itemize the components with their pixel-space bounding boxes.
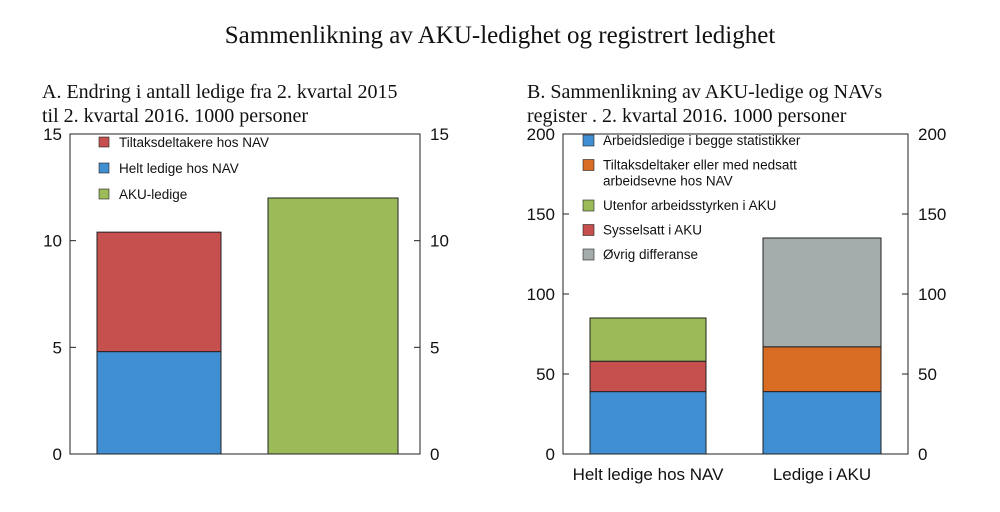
bar-segment [267, 197, 399, 455]
y-tick-label-left: 150 [527, 205, 555, 224]
legend-label: arbeidsevne hos NAV [603, 174, 733, 189]
legend-label: AKU-ledige [119, 187, 187, 202]
legend-swatch [98, 188, 110, 200]
legend-label: Helt ledige hos NAV [119, 161, 239, 176]
bar-segment [96, 351, 222, 455]
panel-a-chart: 0 0 5 5 10 10 15 15 Tiltaksdeltakere hos NAV Helt… [43, 125, 449, 464]
plot-frame [69, 133, 421, 455]
y-tick-label-right: 0 [918, 445, 927, 464]
y-tick-label-right: 50 [918, 365, 937, 384]
y-tick-label-left: 5 [53, 338, 62, 357]
y-tick-label-right: 5 [430, 338, 439, 357]
y-tick-label-right: 0 [430, 445, 439, 464]
panel-a-title: A. Endring i antall ledige fra 2. kvarta… [42, 80, 442, 128]
x-category-label: Ledige i AKU [773, 465, 871, 484]
legend-swatch [582, 199, 595, 212]
y-tick-label-right: 150 [918, 205, 946, 224]
legend-label: Sysselsatt i AKU [603, 223, 702, 238]
bar-segment [762, 391, 882, 455]
bar-segment [589, 360, 707, 393]
main-title: Sammenlikning av AKU-ledighet og registr… [224, 22, 776, 49]
y-tick-label-left: 200 [527, 125, 555, 144]
bar-segment [589, 391, 707, 455]
legend-label: Tiltaksdeltakere hos NAV [119, 135, 269, 150]
y-tick-label-right: 200 [918, 125, 946, 144]
legend-swatch [582, 159, 595, 171]
y-tick-label-right: 100 [918, 285, 946, 304]
legend-swatch [98, 162, 110, 174]
panel-b-title-line-1: B. Sammenlikning av AKU-ledige og NAVs [527, 81, 883, 103]
panel-a-title-line-2: til 2. kvartal 2016. 1000 personer [42, 105, 309, 127]
panel-b-title-line-2: register . 2. kvartal 2016. 1000 persone… [527, 105, 847, 127]
y-tick-label-left: 100 [527, 285, 555, 304]
panel-a-title-line-1: A. Endring i antall ledige fra 2. kvarta… [42, 81, 398, 103]
bar-segment [762, 237, 882, 348]
y-tick-label-right: 10 [430, 232, 449, 251]
y-tick-label-left: 0 [53, 445, 62, 464]
legend-label: Øvrig differanse [603, 247, 698, 262]
y-tick-label-left: 50 [536, 365, 555, 384]
panel-b-title: B. Sammenlikning av AKU-ledige og NAVs r… [527, 80, 967, 128]
panel-b-chart: 0 0 50 50 100 100 150 150 200 200 Helt ledige hos … [527, 125, 947, 484]
y-tick-label-left: 0 [546, 445, 555, 464]
legend-label: Utenfor arbeidsstyrken i AKU [603, 198, 776, 213]
bar-segment [589, 317, 707, 362]
bar-segment [762, 346, 882, 393]
legend-swatch [98, 136, 110, 148]
legend-label: Tiltaksdeltaker eller med nedsatt [603, 158, 797, 173]
x-category-label: Helt ledige hos NAV [573, 465, 725, 484]
legend-swatch [582, 134, 595, 147]
legend-swatch [582, 248, 595, 261]
y-tick-label-left: 15 [43, 125, 62, 144]
bar-segment [96, 231, 222, 353]
legend-swatch [582, 224, 595, 236]
y-tick-label-left: 10 [43, 232, 62, 251]
legend-label: Arbeidsledige i begge statistikker [603, 133, 801, 148]
y-tick-label-right: 15 [430, 125, 449, 144]
